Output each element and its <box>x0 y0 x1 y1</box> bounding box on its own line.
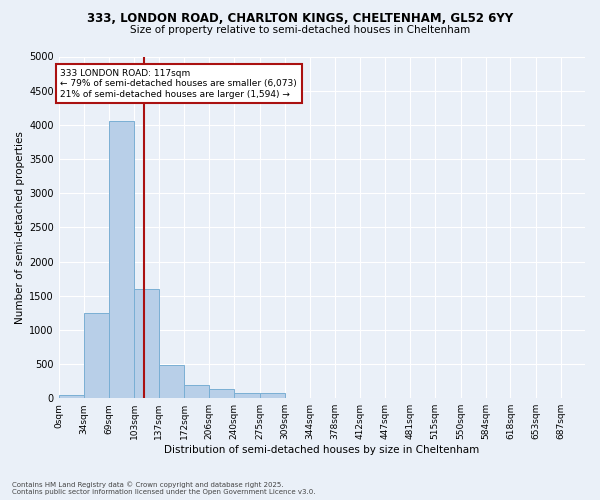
Bar <box>83 313 109 398</box>
Bar <box>109 122 134 398</box>
Bar <box>159 366 184 398</box>
Bar <box>59 395 83 398</box>
Bar <box>234 392 260 398</box>
Bar <box>184 384 209 398</box>
Text: 333 LONDON ROAD: 117sqm
← 79% of semi-detached houses are smaller (6,073)
21% of: 333 LONDON ROAD: 117sqm ← 79% of semi-de… <box>60 69 297 98</box>
X-axis label: Distribution of semi-detached houses by size in Cheltenham: Distribution of semi-detached houses by … <box>164 445 479 455</box>
Bar <box>134 289 159 398</box>
Text: Contains HM Land Registry data © Crown copyright and database right 2025.
Contai: Contains HM Land Registry data © Crown c… <box>12 482 316 495</box>
Y-axis label: Number of semi-detached properties: Number of semi-detached properties <box>15 131 25 324</box>
Bar <box>209 390 234 398</box>
Bar <box>260 394 284 398</box>
Text: 333, LONDON ROAD, CHARLTON KINGS, CHELTENHAM, GL52 6YY: 333, LONDON ROAD, CHARLTON KINGS, CHELTE… <box>87 12 513 26</box>
Text: Size of property relative to semi-detached houses in Cheltenham: Size of property relative to semi-detach… <box>130 25 470 35</box>
